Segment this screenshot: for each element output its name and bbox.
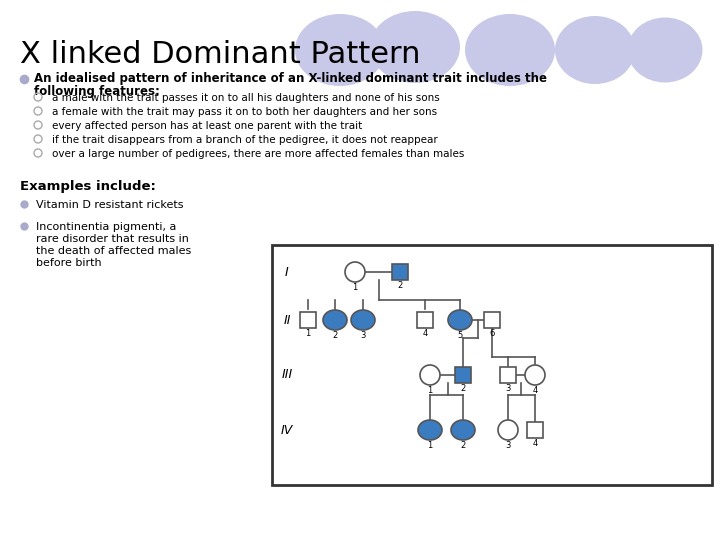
Text: Vitamin D resistant rickets: Vitamin D resistant rickets [36, 200, 184, 210]
Text: Examples include:: Examples include: [20, 180, 156, 193]
Bar [455, 367, 471, 383]
Text: 2: 2 [333, 331, 338, 340]
Text: 3: 3 [505, 384, 510, 393]
Text: III: III [282, 368, 292, 381]
Bar [500, 367, 516, 383]
Text: 2: 2 [460, 441, 466, 450]
Text: An idealised pattern of inheritance of an X-linked dominant trait includes the: An idealised pattern of inheritance of a… [34, 72, 547, 85]
Text: 3: 3 [360, 331, 366, 340]
Text: X linked Dominant Pattern: X linked Dominant Pattern [20, 40, 420, 69]
Bar [417, 312, 433, 328]
Ellipse shape [465, 14, 555, 86]
Ellipse shape [370, 11, 460, 83]
Text: if the trait disappears from a branch of the pedigree, it does not reappear: if the trait disappears from a branch of… [52, 135, 438, 145]
Text: IV: IV [281, 423, 293, 436]
Text: 5: 5 [457, 331, 463, 340]
Text: every affected person has at least one parent with the trait: every affected person has at least one p… [52, 121, 362, 131]
Circle shape [498, 420, 518, 440]
Text: 3: 3 [505, 441, 510, 450]
Ellipse shape [555, 16, 635, 84]
Text: 4: 4 [423, 329, 428, 338]
Ellipse shape [351, 310, 375, 330]
Text: before birth: before birth [36, 258, 102, 268]
Text: 1: 1 [352, 283, 358, 292]
Text: I: I [285, 266, 289, 279]
Ellipse shape [295, 14, 385, 86]
Bar [527, 422, 543, 438]
Ellipse shape [451, 420, 475, 440]
Ellipse shape [418, 420, 442, 440]
Text: following features:: following features: [34, 85, 160, 98]
Circle shape [525, 365, 545, 385]
Ellipse shape [628, 17, 703, 83]
Text: a female with the trait may pass it on to both her daughters and her sons: a female with the trait may pass it on t… [52, 107, 437, 117]
Text: 6: 6 [490, 329, 495, 338]
Circle shape [345, 262, 365, 282]
Text: 1: 1 [305, 329, 310, 338]
Circle shape [420, 365, 440, 385]
Ellipse shape [323, 310, 347, 330]
Text: II: II [283, 314, 291, 327]
Text: 4: 4 [532, 386, 538, 395]
Text: a male with the trait passes it on to all his daughters and none of his sons: a male with the trait passes it on to al… [52, 93, 440, 103]
Text: 2: 2 [397, 281, 402, 290]
Text: the death of affected males: the death of affected males [36, 246, 192, 256]
Bar [272, 245, 712, 485]
Bar [392, 264, 408, 280]
Text: 1: 1 [428, 386, 433, 395]
Bar [300, 312, 316, 328]
Text: 2: 2 [460, 384, 466, 393]
Ellipse shape [448, 310, 472, 330]
Text: 1: 1 [428, 441, 433, 450]
Text: over a large number of pedigrees, there are more affected females than males: over a large number of pedigrees, there … [52, 149, 464, 159]
Bar [484, 312, 500, 328]
Text: rare disorder that results in: rare disorder that results in [36, 234, 189, 244]
Text: Incontinentia pigmenti, a: Incontinentia pigmenti, a [36, 222, 176, 232]
Text: 4: 4 [532, 439, 538, 448]
